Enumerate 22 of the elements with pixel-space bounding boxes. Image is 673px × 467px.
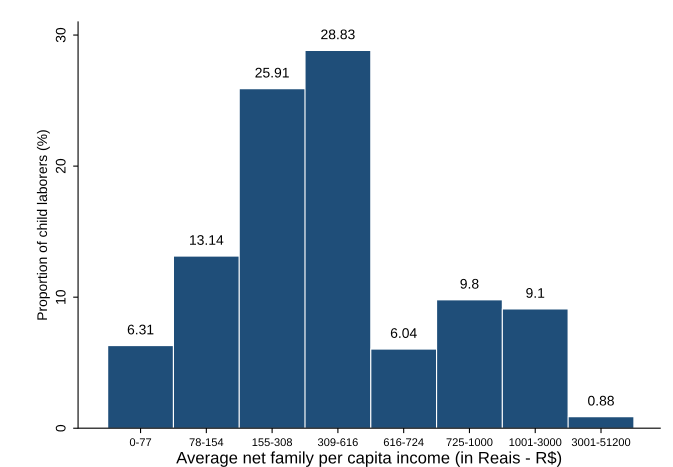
data-label: 9.1 [526, 288, 544, 298]
x-tick-label: 616-724 [384, 438, 424, 446]
x-tick-label: 3001-51200 [572, 438, 630, 446]
data-label: 28.83 [321, 29, 355, 40]
y-axis-title: Proportion of child laborers (%) [36, 130, 50, 320]
data-label: 9.8 [460, 278, 479, 289]
y-tick-label: 0 [56, 424, 66, 432]
data-label: 6.31 [128, 324, 154, 334]
x-axis-title: Average net family per capita income (in Reais - R$) [176, 451, 562, 467]
x-tick-label: 725-1000 [446, 438, 492, 446]
x-tick-label: 0-77 [130, 438, 152, 446]
y-tick-label: 10 [56, 290, 66, 304]
data-label: 6.04 [390, 328, 417, 338]
x-tick-label: 309-616 [318, 438, 358, 446]
x-tick-label: 1001-3000 [510, 438, 562, 446]
data-label: 0.88 [588, 396, 614, 406]
data-label: 25.91 [255, 68, 289, 78]
y-tick-label: 30 [56, 28, 66, 42]
x-tick-label: 155-308 [252, 438, 292, 446]
x-tick-label: 78-154 [190, 438, 224, 446]
y-tick-label: 20 [56, 158, 66, 174]
data-label: 13.14 [190, 235, 224, 245]
